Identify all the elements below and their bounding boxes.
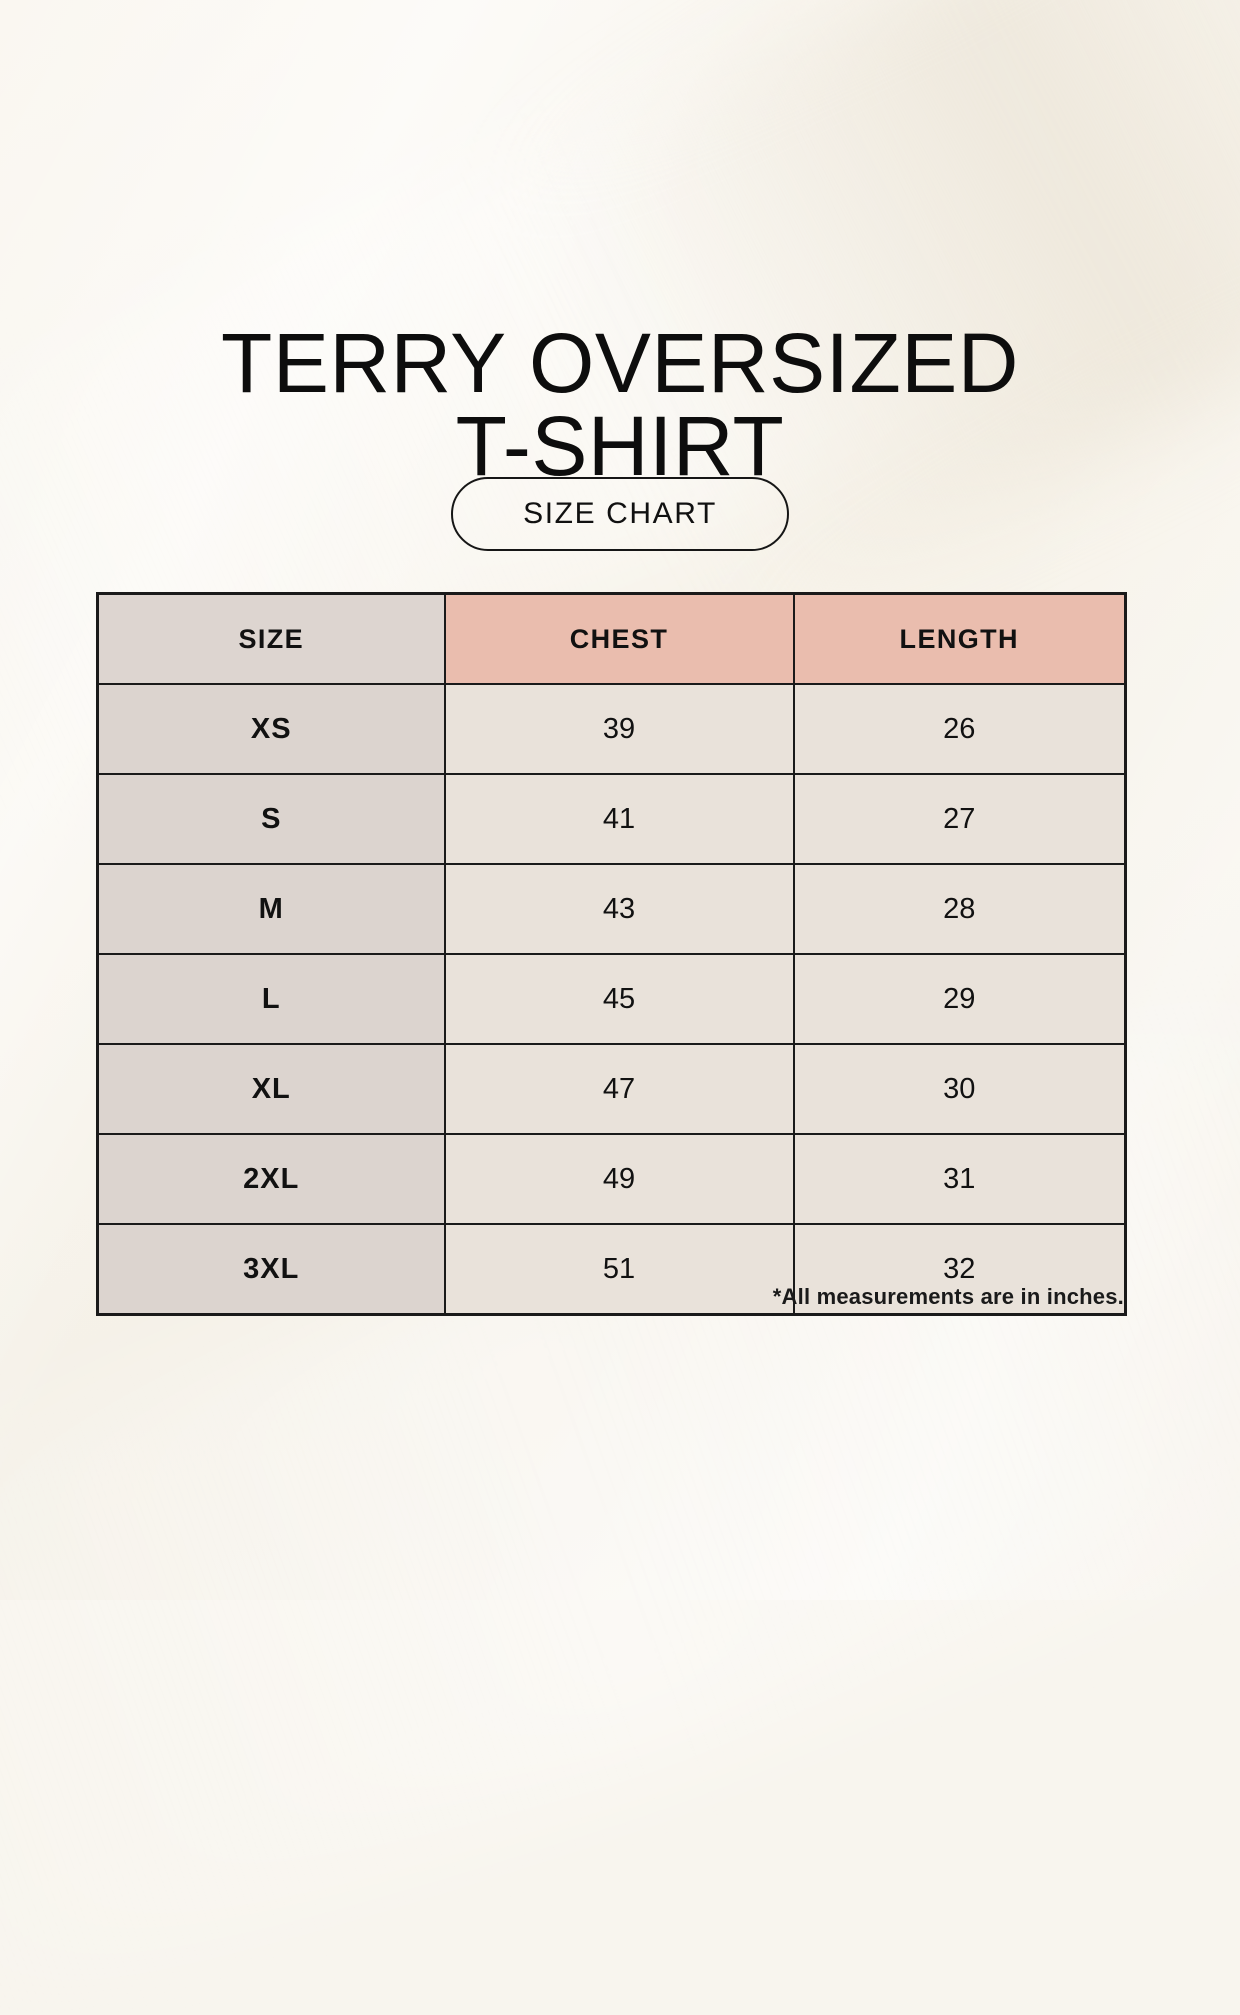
table-row: S 41 27: [96, 773, 1127, 865]
table-row: 2XL 49 31: [96, 1133, 1127, 1225]
table-row: L 45 29: [96, 953, 1127, 1045]
cell-chest: 49: [443, 1133, 795, 1225]
cell-size: 2XL: [96, 1133, 446, 1225]
cell-length: 28: [792, 863, 1127, 955]
cell-size: XS: [96, 683, 446, 775]
page-title: TERRY OVERSIZED T-SHIRT: [221, 316, 1019, 493]
cell-chest: 45: [443, 953, 795, 1045]
column-header-size: SIZE: [96, 592, 446, 685]
cell-chest: 39: [443, 683, 795, 775]
cell-chest: 51: [443, 1223, 795, 1316]
table-row: M 43 28: [96, 863, 1127, 955]
table-row: XL 47 30: [96, 1043, 1127, 1135]
column-header-length: LENGTH: [792, 592, 1127, 685]
table-row: XS 39 26: [96, 683, 1127, 775]
measurement-units-note: *All measurements are in inches.: [772, 1284, 1124, 1309]
table-body: XS 39 26 S 41 27 M 43 28 L: [96, 683, 1127, 1316]
cell-length: 30: [792, 1043, 1127, 1135]
cell-size: L: [96, 953, 446, 1045]
badge-row: SIZE CHART: [0, 477, 1240, 551]
cell-length: 31: [792, 1133, 1127, 1225]
column-header-chest: CHEST: [443, 592, 795, 685]
cell-size: 3XL: [96, 1223, 446, 1316]
cell-chest: 47: [443, 1043, 795, 1135]
table-header: SIZE CHEST LENGTH: [96, 592, 1127, 685]
table-header-row: SIZE CHEST LENGTH: [96, 592, 1127, 685]
size-table: SIZE CHEST LENGTH XS 39 26 S 41 27: [96, 592, 1127, 1316]
cell-length: 32: [792, 1223, 1127, 1316]
cell-chest: 41: [443, 773, 795, 865]
cell-size: M: [96, 863, 446, 955]
size-chart-badge: SIZE CHART: [451, 477, 789, 551]
cell-size: S: [96, 773, 446, 865]
size-table-container: SIZE CHEST LENGTH XS 39 26 S 41 27: [96, 592, 1127, 1316]
cell-length: 29: [792, 953, 1127, 1045]
cell-length: 26: [792, 683, 1127, 775]
table-row: 3XL 51 32: [96, 1223, 1127, 1316]
cell-chest: 43: [443, 863, 795, 955]
cell-size: XL: [96, 1043, 446, 1135]
cell-length: 27: [792, 773, 1127, 865]
